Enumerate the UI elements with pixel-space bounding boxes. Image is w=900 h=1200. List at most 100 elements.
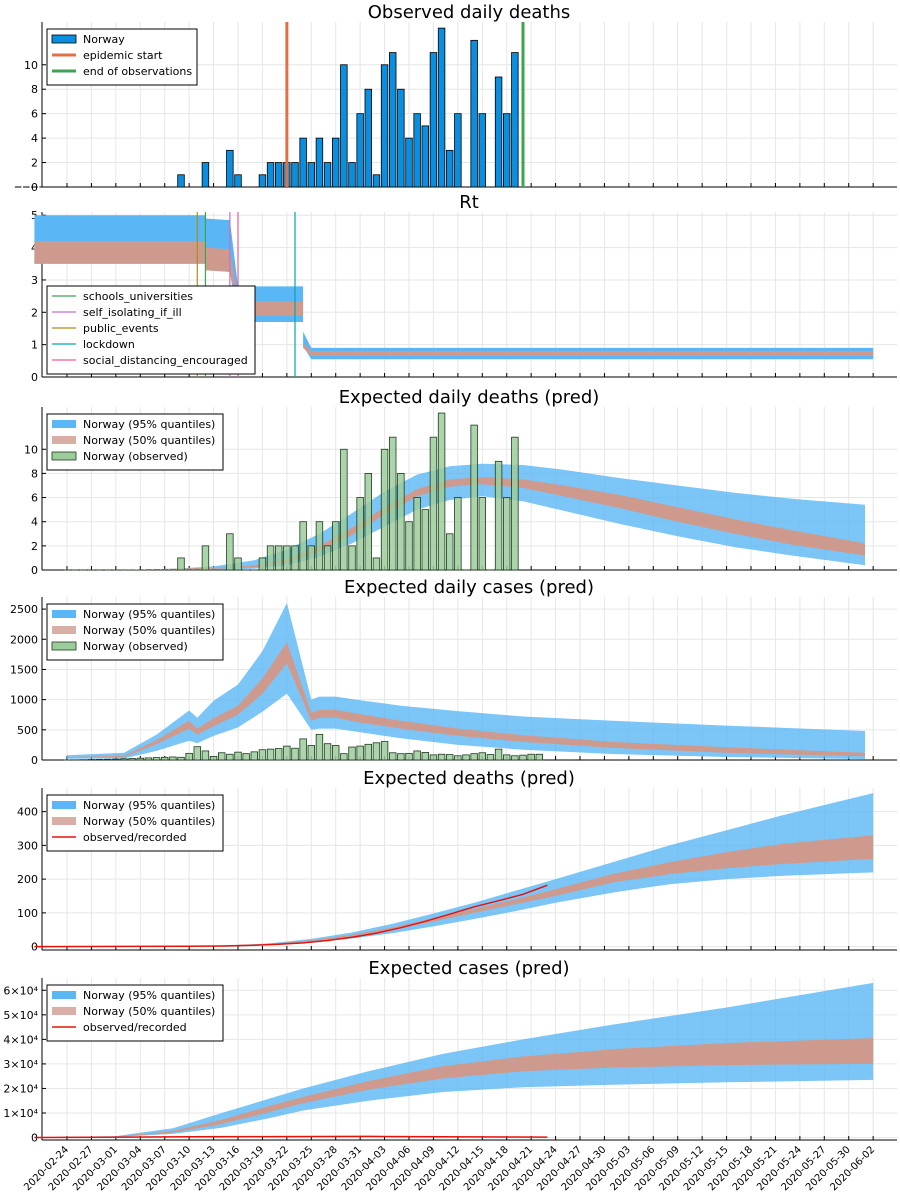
- legend-swatch: [52, 610, 76, 618]
- observed-bar: [283, 745, 291, 761]
- bar: [454, 113, 462, 188]
- legend-label: Norway (50% quantiles): [83, 434, 215, 447]
- y-tick-label: 2: [31, 157, 38, 170]
- observed-bar: [185, 752, 193, 761]
- y-tick-label: 400: [17, 806, 38, 819]
- bar: [323, 162, 332, 188]
- observed-bar: [454, 497, 462, 571]
- observed-bar: [95, 758, 104, 761]
- legend-label: Norway (95% quantiles): [83, 799, 215, 812]
- legend-swatch: [52, 626, 76, 634]
- legend-swatch: [51, 641, 77, 651]
- legend-swatch: [52, 420, 76, 428]
- observed-bar: [152, 757, 161, 761]
- y-tick-label: 0: [31, 754, 38, 767]
- legend-label: Norway (observed): [83, 450, 188, 463]
- y-tick-label: 2: [31, 540, 38, 553]
- observed-bar: [413, 497, 421, 571]
- y-tick-label: 6: [31, 492, 38, 505]
- observed-bar: [348, 746, 356, 761]
- y-tick-label: 8: [31, 467, 38, 480]
- observed-bar: [291, 747, 299, 761]
- bar: [429, 52, 438, 188]
- legend: Norway (95% quantiles) Norway (50% quanti…: [46, 603, 224, 661]
- bar: [494, 76, 503, 188]
- observed-bar: [332, 745, 340, 761]
- x-axis: 2020-02-242020-02-272020-03-012020-03-04…: [22, 1144, 877, 1193]
- bar: [226, 149, 234, 188]
- observed-bar: [315, 521, 324, 571]
- observed-bar: [429, 436, 438, 571]
- legend-label: Norway: [83, 33, 125, 46]
- observed-bar: [104, 758, 112, 761]
- observed-bar: [258, 557, 267, 571]
- observed-bar: [364, 473, 372, 571]
- observed-bar: [291, 545, 299, 571]
- y-tick-label: 1: [31, 339, 38, 352]
- observed-bar: [307, 545, 315, 571]
- bar: [405, 137, 413, 188]
- bar: [413, 113, 421, 188]
- observed-bar: [307, 745, 315, 761]
- observed-bar: [323, 545, 332, 571]
- observed-bar: [519, 754, 527, 761]
- observed-bar: [503, 497, 511, 571]
- chart-title: Expected daily cases (pred): [344, 577, 594, 598]
- y-tick-label: 3: [31, 274, 38, 287]
- y-tick-label: 0: [31, 371, 38, 384]
- observed-bar: [511, 755, 519, 761]
- legend-box: [46, 984, 224, 1042]
- panel-expected-daily-deaths: 0 2 4 6 8 10 Expected daily deaths (pred) Norwa…: [24, 387, 897, 577]
- y-tick-label: 10: [24, 59, 38, 72]
- legend-swatch: [51, 451, 77, 461]
- legend-label: observed/recorded: [83, 831, 187, 844]
- y-tick-label: 0: [31, 564, 38, 577]
- legend: Norway (95% quantiles) Norway (50% quanti…: [46, 984, 224, 1042]
- legend-label: Norway (50% quantiles): [83, 624, 215, 637]
- bar: [478, 113, 486, 188]
- bar: [470, 39, 478, 188]
- legend-swatch: [51, 34, 77, 44]
- observed-bar: [340, 448, 348, 571]
- bar: [201, 162, 210, 188]
- observed-bar: [421, 509, 429, 571]
- bar: [266, 162, 275, 188]
- observed-bar: [380, 741, 389, 761]
- legend-swatch: [52, 1007, 76, 1015]
- observed-bar: [266, 545, 275, 571]
- observed-bar: [429, 754, 438, 761]
- y-tick-label: 6: [31, 108, 38, 121]
- legend-label: Norway (observed): [83, 640, 188, 653]
- panel-rt: 012345Rtschools_universitiesself_isolati…: [31, 192, 897, 384]
- observed-bar: [177, 557, 185, 571]
- observed-bar: [372, 557, 381, 571]
- legend-box: [46, 285, 256, 375]
- bar: [372, 174, 381, 188]
- observed-bar: [315, 733, 324, 761]
- observed-bar: [470, 424, 478, 571]
- bar: [421, 125, 429, 188]
- legend-swatch: [52, 436, 76, 444]
- y-tick-label: 200: [17, 873, 38, 886]
- legend: Norway epidemic start end of observations: [46, 28, 198, 86]
- bar: [307, 162, 315, 188]
- y-tick-label: 1×10⁴: [3, 1107, 38, 1120]
- observed-bar: [193, 746, 201, 761]
- observed-bar: [201, 750, 210, 761]
- legend-box: [46, 794, 224, 852]
- observed-bar: [405, 521, 413, 571]
- observed-bar: [527, 753, 535, 761]
- recorded-line: [34, 1135, 548, 1139]
- observed-bar: [454, 755, 462, 761]
- y-tick-label: 2: [31, 306, 38, 319]
- observed-bar: [112, 758, 120, 761]
- bar: [291, 162, 299, 188]
- y-tick-label: 4: [31, 516, 38, 529]
- observed-bar: [389, 752, 397, 761]
- observed-bar: [446, 533, 454, 571]
- observed-bar: [437, 753, 446, 761]
- observed-bar: [234, 751, 242, 761]
- observed-bar: [478, 752, 486, 761]
- observed-bar: [340, 753, 348, 761]
